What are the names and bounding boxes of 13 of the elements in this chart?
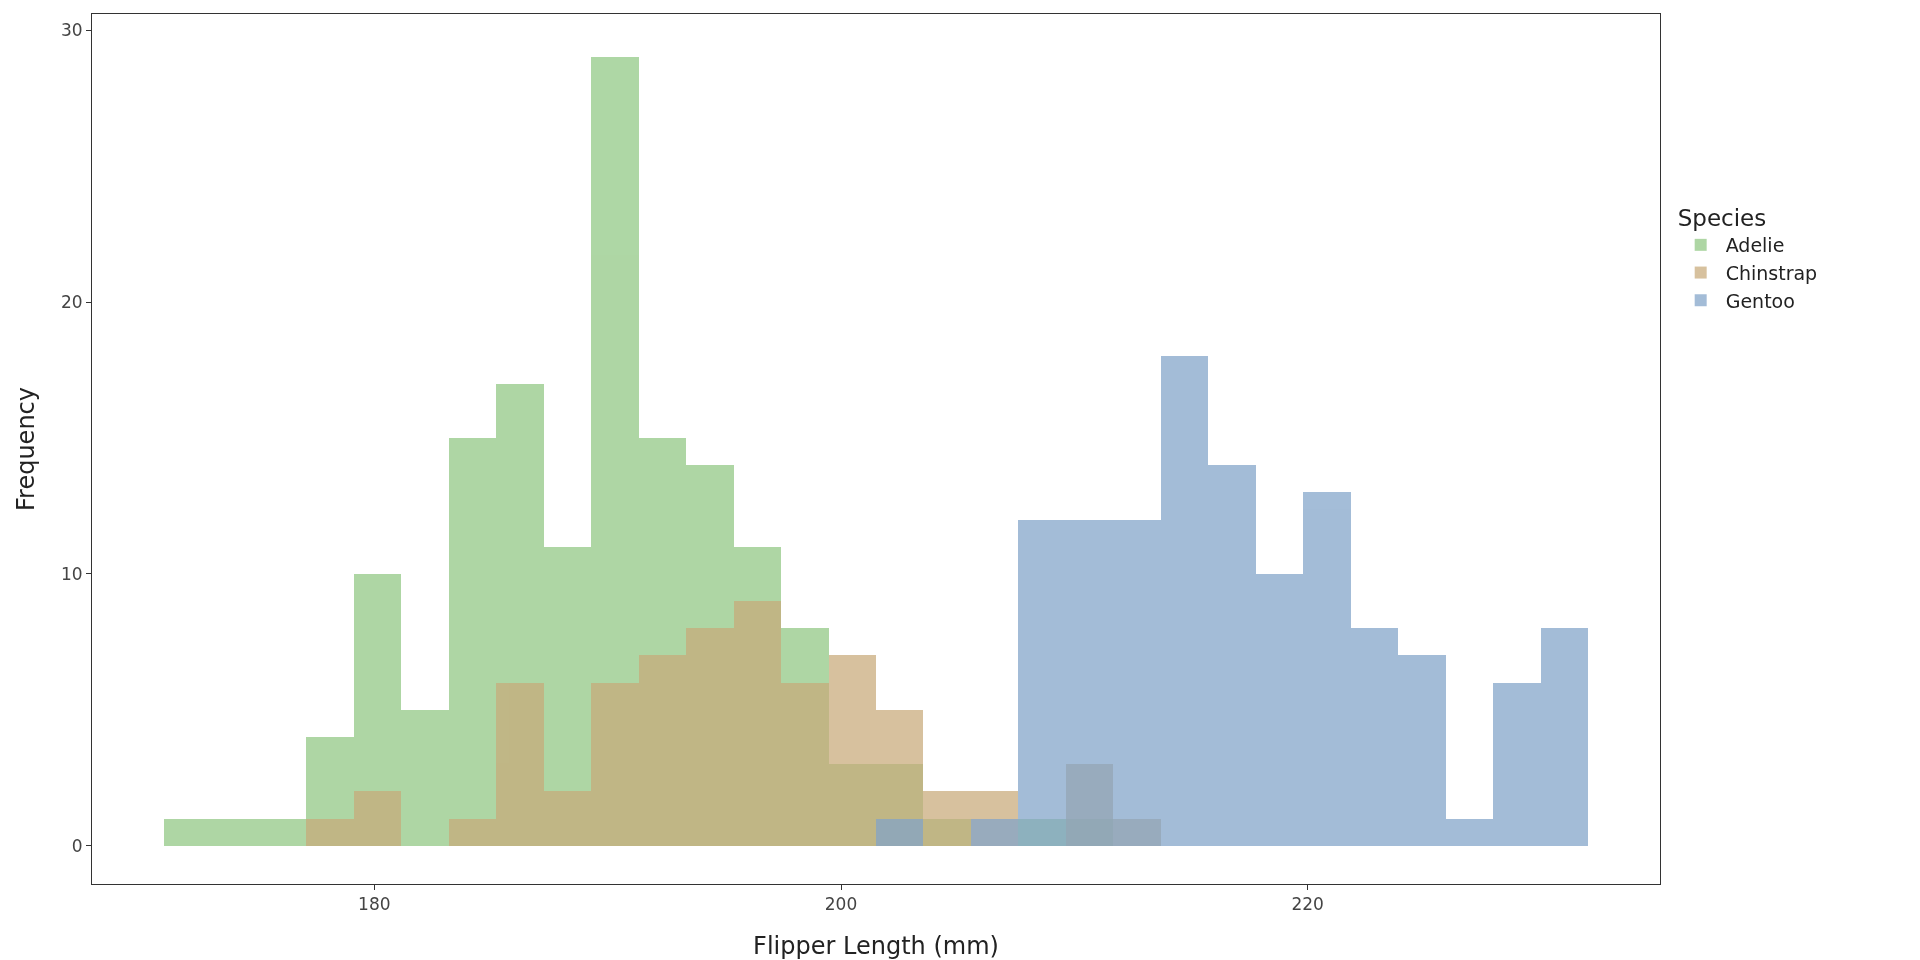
x-tick-label: 180 <box>358 894 391 915</box>
legend-label: Chinstrap <box>1725 261 1818 284</box>
x-tick-label: 220 <box>1291 894 1324 915</box>
y-tick-label: 30 <box>60 20 83 41</box>
y-tick-label: 0 <box>71 835 83 856</box>
legend-title: Species <box>1677 205 1767 231</box>
legend-label: Adelie <box>1725 234 1785 257</box>
legend-label: Gentoo <box>1725 289 1795 312</box>
y-axis-title: Frequency <box>12 387 40 511</box>
y-tick-label: 20 <box>60 292 83 313</box>
y-tick-label: 10 <box>60 563 83 584</box>
x-axis-title: Flipper Length (mm) <box>753 932 999 960</box>
x-tick-label: 200 <box>824 894 858 915</box>
